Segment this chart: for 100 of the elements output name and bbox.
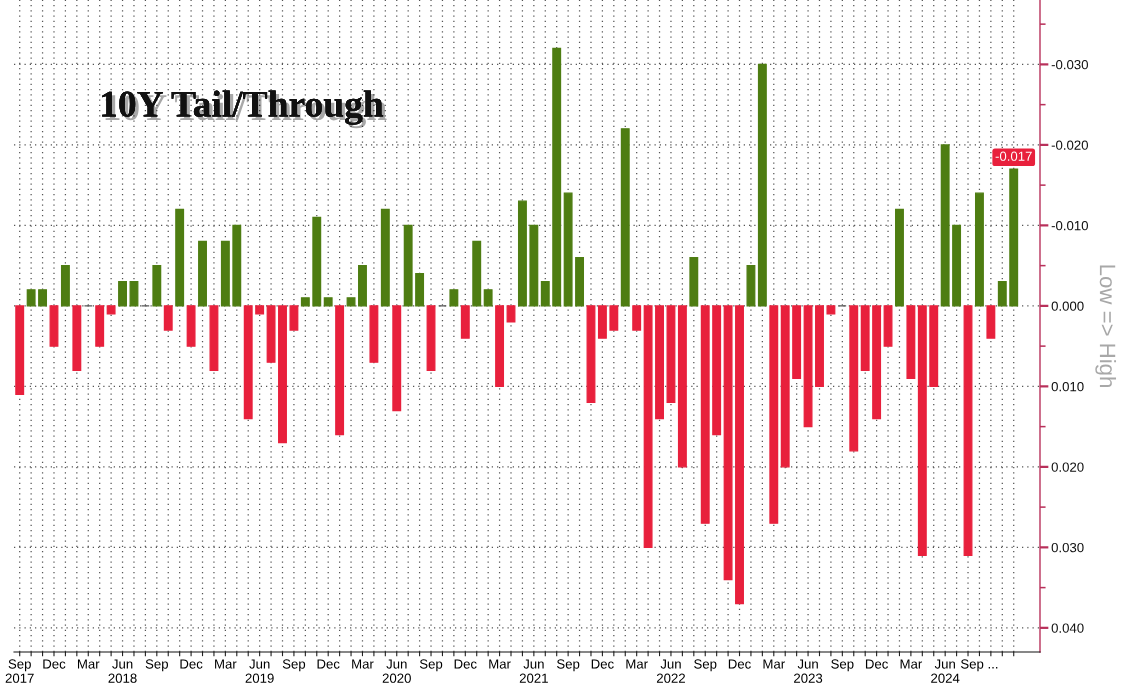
x-tick-label: Dec xyxy=(865,659,888,669)
bar xyxy=(163,305,173,331)
bar xyxy=(849,305,859,452)
text: 10Y Tail/Through xyxy=(102,90,387,129)
bar xyxy=(49,305,59,347)
x-tick-label: Jun 2018 xyxy=(108,659,137,683)
x-tick-label: Sep xyxy=(694,659,717,672)
x-tick-label: Sep xyxy=(282,659,306,672)
bar xyxy=(175,208,185,307)
x-tick-label: Jun 2021 xyxy=(519,659,548,683)
x-tick-label: Dec xyxy=(728,659,751,669)
y-tick-label: 0.020 xyxy=(1051,462,1084,472)
bar xyxy=(118,281,127,307)
bar xyxy=(689,256,699,307)
bar xyxy=(746,265,756,307)
x-tick-label: Mar xyxy=(626,659,648,669)
bar xyxy=(266,305,276,363)
bar xyxy=(723,305,733,581)
bar xyxy=(963,305,973,557)
bar xyxy=(335,305,345,436)
x-tick-label: Mar xyxy=(900,659,923,669)
data-label: -0.017 xyxy=(995,151,1032,161)
x-tick-label: Dec xyxy=(180,659,203,669)
bar xyxy=(26,289,36,307)
bar xyxy=(655,305,664,420)
bar xyxy=(792,305,802,379)
bar xyxy=(632,305,642,331)
bar xyxy=(1009,168,1019,307)
x-tick-label: Dec xyxy=(43,659,66,669)
x-tick-label: Dec xyxy=(317,659,340,669)
x-tick-label: Jun 2020 xyxy=(382,659,411,683)
bar xyxy=(529,224,539,307)
bar xyxy=(278,305,287,444)
bar xyxy=(666,305,676,404)
bar xyxy=(803,305,813,428)
bar xyxy=(883,305,893,347)
x-tick-label: Mar xyxy=(352,659,374,669)
y-tick-label: 0.030 xyxy=(1051,542,1084,553)
bar xyxy=(358,265,367,307)
bar xyxy=(586,305,596,404)
bar xyxy=(232,224,242,307)
bar xyxy=(449,289,459,307)
bar xyxy=(129,281,139,307)
y-tick-label: -0.030 xyxy=(1051,59,1089,70)
bar xyxy=(95,305,105,347)
bar xyxy=(392,305,402,412)
x-tick-label: Jun 2022 xyxy=(656,659,685,683)
y-tick-label: -0.020 xyxy=(1051,140,1089,150)
bar xyxy=(997,281,1007,307)
bar xyxy=(323,297,333,307)
y-axis-title: Low => High xyxy=(1095,265,1117,387)
bar xyxy=(952,224,962,307)
bar xyxy=(186,305,196,347)
bar xyxy=(986,305,996,339)
bar xyxy=(106,305,116,315)
bar xyxy=(700,305,710,524)
bar xyxy=(735,305,744,605)
x-tick-label: Mar xyxy=(215,659,237,669)
bar xyxy=(300,297,310,307)
bar xyxy=(220,240,230,307)
bar xyxy=(757,63,767,307)
bar xyxy=(517,200,527,307)
bar xyxy=(72,305,82,371)
bar xyxy=(346,297,356,307)
bar xyxy=(472,240,482,307)
x-tick-label: Sep ... xyxy=(960,659,998,672)
x-tick-label: Mar xyxy=(77,659,100,669)
bar xyxy=(60,265,70,307)
bar xyxy=(712,305,722,436)
x-tick-label: Dec xyxy=(591,659,614,669)
bar xyxy=(974,192,984,307)
bar xyxy=(917,305,927,557)
bar xyxy=(780,305,790,468)
x-tick-label: Sep xyxy=(419,659,443,672)
bar xyxy=(552,47,562,307)
bar xyxy=(506,305,516,323)
bar xyxy=(369,305,379,363)
x-tick-label: Sep xyxy=(145,659,168,672)
bar xyxy=(495,305,505,387)
x-tick-label: Jun 2024 xyxy=(931,659,960,683)
bar xyxy=(289,305,299,331)
y-tick-label: 0.010 xyxy=(1051,381,1084,392)
bar xyxy=(769,305,779,524)
bar xyxy=(895,208,904,307)
bar xyxy=(815,305,824,387)
bar xyxy=(460,305,470,339)
x-tick-label: Sep 2017 xyxy=(5,659,34,683)
y-tick-label: -0.010 xyxy=(1051,220,1089,231)
bar xyxy=(929,305,939,387)
bar xyxy=(677,305,687,468)
y-tick-label: 0.040 xyxy=(1051,623,1084,633)
bar xyxy=(426,305,436,371)
x-tick-label: Dec xyxy=(454,659,477,669)
bar xyxy=(563,192,573,307)
y-tick-label: 0.000 xyxy=(1051,301,1084,311)
bar xyxy=(380,208,390,307)
bar xyxy=(38,289,48,307)
bar xyxy=(415,273,425,307)
bar xyxy=(872,305,882,420)
bar xyxy=(483,289,493,307)
